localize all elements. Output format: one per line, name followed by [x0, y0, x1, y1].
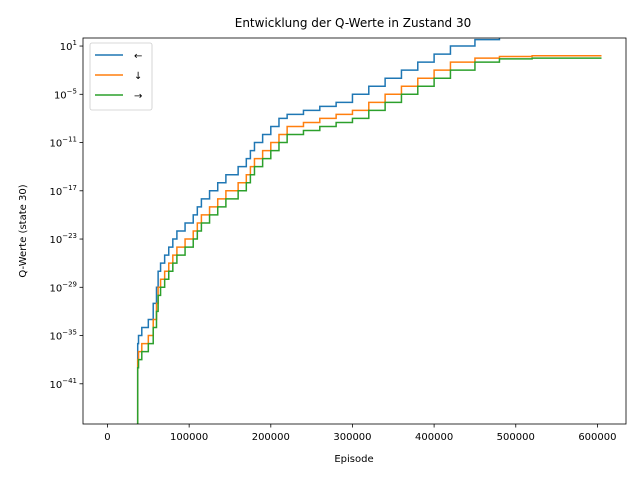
legend-box: [89, 42, 153, 111]
x-tick-label: 400000: [415, 432, 453, 443]
y-tick-label: 10−17: [49, 184, 77, 198]
chart-title: Entwicklung der Q-Werte in Zustand 30: [235, 16, 472, 30]
series-group: [136, 38, 602, 424]
y-tick-label: 101: [60, 39, 77, 53]
y-tick-label: 10−23: [49, 232, 77, 246]
x-tick-label: 0: [104, 432, 110, 443]
x-tick-label: 500000: [497, 432, 535, 443]
legend-label: →: [134, 91, 142, 102]
x-axis-title: Episode: [334, 454, 373, 465]
series-line: [136, 57, 602, 424]
y-tick-label: 10−5: [54, 87, 77, 101]
x-tick-label: 200000: [252, 432, 290, 443]
y-tick-label: 10−29: [49, 280, 77, 294]
y-axis-title: Q-Werte (state 30): [18, 184, 29, 277]
x-axis-ticks: 0 100000 200000 300000 400000 500000 600000: [104, 424, 617, 443]
legend-label: ←: [134, 51, 142, 62]
x-tick-label: 300000: [333, 432, 371, 443]
y-tick-label: 10−35: [49, 329, 77, 343]
y-axis-ticks: 101 10−5 10−11 10−17 10−23 10−29 10−35 10−41: [49, 39, 83, 391]
legend: ← ↓ →: [89, 42, 153, 111]
series-line: [136, 54, 602, 424]
y-tick-label: 10−41: [49, 377, 77, 391]
legend-label: ↓: [134, 71, 142, 82]
y-tick-label: 10−11: [49, 136, 77, 150]
x-tick-label: 100000: [170, 432, 208, 443]
plot-frame: [82, 37, 627, 425]
x-tick-label: 600000: [578, 432, 616, 443]
series-line: [136, 38, 501, 424]
